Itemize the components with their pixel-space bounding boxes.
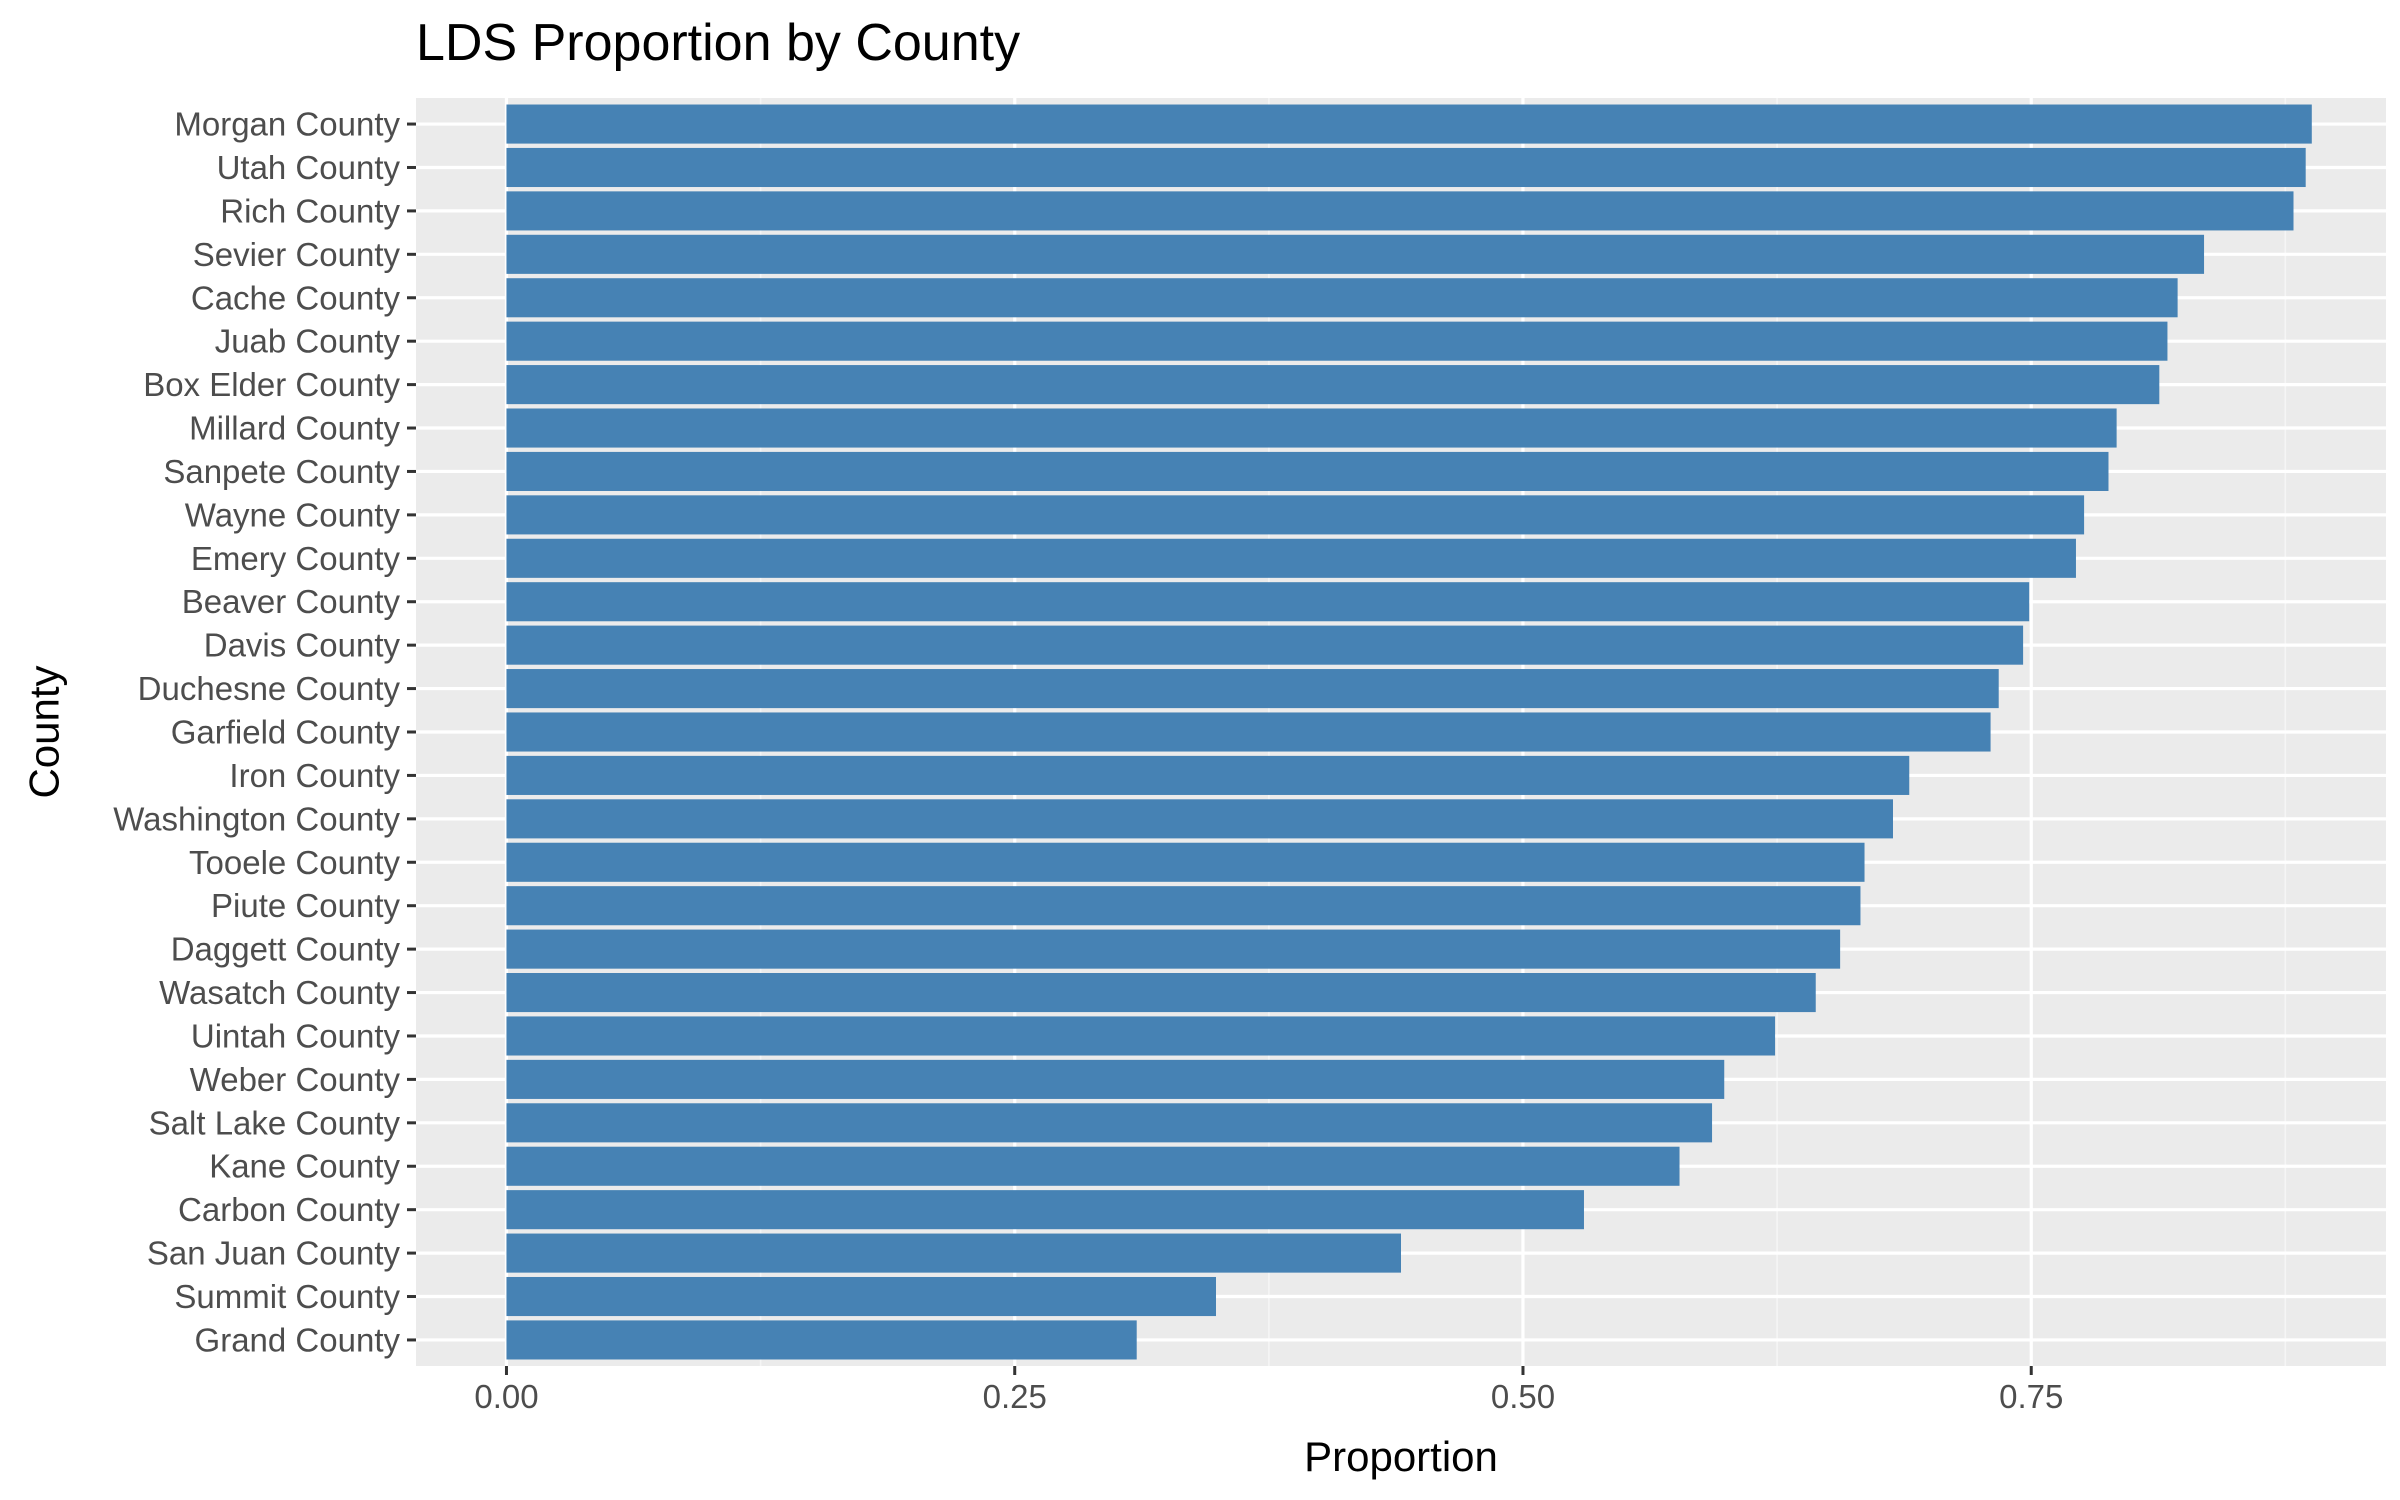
y-tick-label: Kane County (209, 1148, 400, 1185)
y-tick-label: Tooele County (189, 844, 400, 881)
bar (506, 278, 2178, 318)
y-tick-label: Grand County (195, 1321, 401, 1358)
bar (506, 799, 1893, 839)
y-tick-label: Rich County (220, 192, 400, 229)
y-tick-label: Piute County (211, 887, 400, 924)
bar (506, 1320, 1137, 1360)
bar (506, 973, 1816, 1013)
bar (506, 1190, 1584, 1230)
y-tick-label: Salt Lake County (149, 1104, 401, 1141)
bar (506, 886, 1861, 926)
y-tick-label: Garfield County (171, 714, 401, 751)
y-tick-label: Uintah County (191, 1017, 401, 1054)
bar (506, 451, 2109, 491)
y-tick-label: Utah County (217, 149, 401, 186)
bar (506, 234, 2205, 274)
y-tick-label: Washington County (113, 800, 400, 837)
y-tick-label: Summit County (174, 1278, 400, 1315)
y-tick-label: Carbon County (178, 1191, 400, 1228)
y-tick-label: Sevier County (193, 236, 401, 273)
y-tick-label: Box Elder County (143, 366, 400, 403)
y-tick-label: Wayne County (185, 496, 401, 533)
y-tick-label: Wasatch County (159, 974, 400, 1011)
bar (506, 669, 1999, 709)
bar (506, 495, 2085, 535)
bar (506, 712, 1991, 752)
bar (506, 408, 2117, 448)
y-tick-label: Millard County (189, 410, 400, 447)
y-tick-label: Beaver County (182, 583, 401, 620)
bar (506, 625, 2024, 665)
x-tick-label: 0.50 (1491, 1378, 1555, 1415)
x-tick-label: 0.25 (983, 1378, 1047, 1415)
y-tick-label: Iron County (229, 757, 400, 794)
bar (506, 582, 2030, 622)
bar (506, 755, 1910, 795)
x-axis: 0.00 0.25 0.50 0.75 (474, 1366, 2063, 1415)
bar (506, 365, 2160, 405)
y-tick-label: Juab County (215, 323, 401, 360)
y-tick-label: Duchesne County (138, 670, 401, 707)
bar (506, 842, 1865, 882)
y-tick-label: San Juan County (147, 1235, 401, 1272)
bar (506, 104, 2312, 144)
y-axis: Morgan County Utah County Rich County Sevie… (113, 106, 416, 1358)
bar (506, 1233, 1401, 1273)
bar (506, 191, 2294, 231)
y-tick-label: Davis County (204, 627, 401, 664)
x-axis-title: Proportion (1304, 1433, 1498, 1480)
y-tick-label: Cache County (191, 279, 401, 316)
bar (506, 1146, 1680, 1186)
y-tick-label: Daggett County (171, 931, 401, 968)
bar (506, 321, 2168, 361)
y-tick-label: Sanpete County (163, 453, 400, 490)
bars (506, 104, 2312, 1360)
bar (506, 1276, 1216, 1317)
bar (506, 1059, 1725, 1099)
bar (506, 929, 1841, 969)
bar (506, 1103, 1713, 1143)
bar (506, 1016, 1776, 1056)
x-tick-label: 0.75 (1999, 1378, 2063, 1415)
y-axis-title: County (21, 665, 68, 798)
bar (506, 147, 2306, 188)
y-tick-label: Emery County (191, 540, 401, 577)
y-tick-label: Weber County (190, 1061, 401, 1098)
chart-title: LDS Proportion by County (416, 14, 1020, 72)
bar (506, 538, 2076, 578)
y-tick-label: Morgan County (174, 106, 400, 143)
x-tick-label: 0.00 (474, 1378, 538, 1415)
